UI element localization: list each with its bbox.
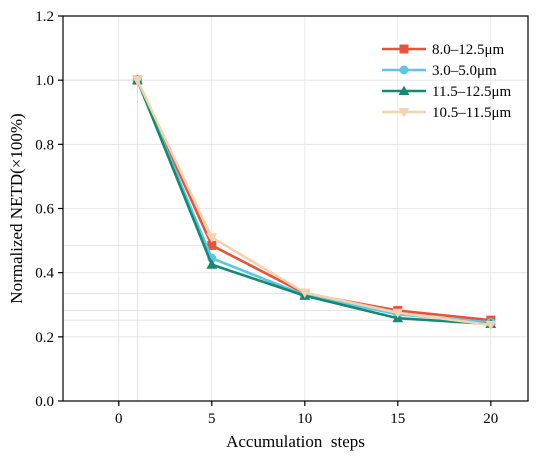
data-point (207, 240, 217, 250)
y-tick-label: 0.4 (35, 266, 54, 282)
legend-label: 11.5–12.5μm (432, 84, 511, 100)
axis-ticks: 0.0 0.2 0.4 0.6 0.8 1.0 1.2 0 5 10 15 20 (35, 9, 498, 427)
series-3 (132, 76, 497, 331)
data-point (206, 233, 218, 243)
legend: 8.0–12.5μm 3.0–5.0μm 11.5–12.5μm 10.5–11.5μ… (382, 42, 511, 121)
legend-label: 8.0–12.5μm (432, 42, 505, 58)
series-group (132, 74, 497, 331)
legend-label: 3.0–5.0μm (432, 63, 497, 79)
data-point (485, 320, 497, 331)
legend-item: 10.5–11.5μm (382, 105, 511, 121)
y-tick-label: 1.2 (35, 9, 54, 25)
legend-marker (399, 65, 409, 75)
y-tick-label: 0.6 (35, 202, 54, 218)
x-axis-title: Accumulation steps (226, 432, 365, 451)
y-tick-label: 0.2 (35, 330, 54, 346)
data-point (299, 288, 311, 298)
x-tick-label: 15 (390, 411, 405, 427)
x-tick-label: 20 (483, 411, 498, 427)
legend-marker (398, 107, 410, 118)
legend-label: 10.5–11.5μm (432, 105, 511, 121)
reference-lines (63, 79, 491, 401)
legend-marker (398, 85, 410, 96)
y-tick-label: 0.8 (35, 137, 54, 153)
legend-item: 8.0–12.5μm (382, 42, 505, 58)
x-tick-label: 10 (297, 411, 312, 427)
y-axis-title: Normalized NETD(×100%) (7, 113, 26, 303)
legend-marker (399, 44, 409, 54)
legend-item: 11.5–12.5μm (382, 84, 511, 100)
y-tick-label: 0.0 (35, 394, 54, 410)
data-point (132, 76, 143, 86)
data-point (206, 259, 218, 269)
y-tick-label: 1.0 (35, 73, 54, 89)
x-tick-label: 0 (115, 411, 123, 427)
legend-item: 3.0–5.0μm (382, 63, 497, 79)
data-point (392, 308, 404, 319)
x-tick-label: 5 (208, 411, 216, 427)
